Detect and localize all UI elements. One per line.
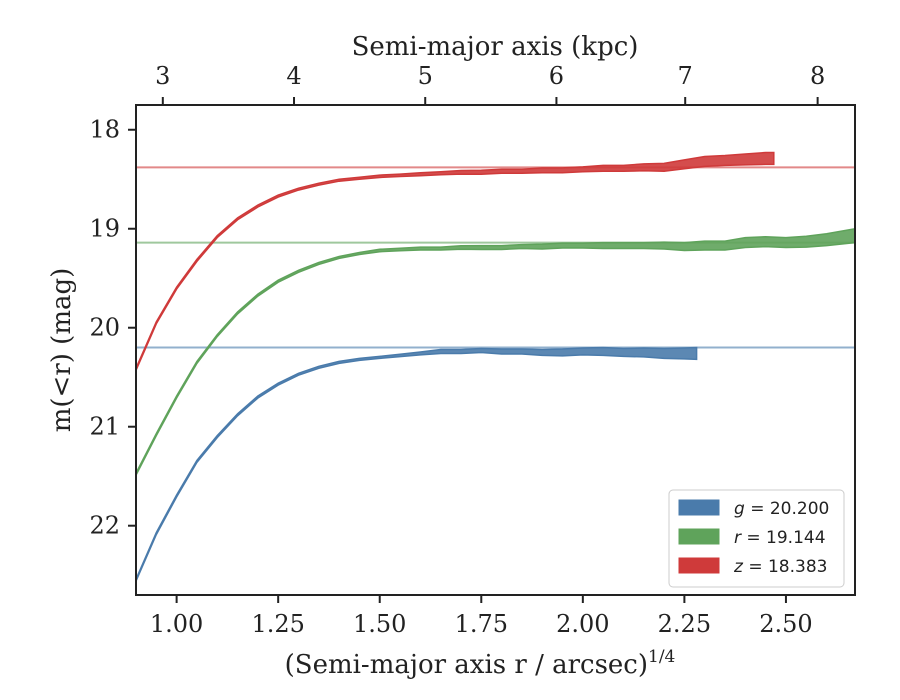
series-band-r	[136, 227, 855, 476]
legend-label-z: z = 18.383	[733, 557, 827, 577]
legend-swatch-r	[678, 528, 720, 545]
y-tick-label: 20	[89, 314, 120, 342]
series-band-g	[136, 346, 698, 582]
x-axis-title-exponent: 1/4	[648, 647, 675, 667]
top-tick-label: 7	[678, 62, 693, 90]
x-tick-label: 1.75	[455, 610, 508, 638]
x-axis-title: (Semi-major axis r / arcsec)1/4	[285, 647, 676, 680]
x-axis-title-text: (Semi-major axis r / arcsec)	[285, 650, 648, 680]
axis-ticks: 1.00 1.25 1.50 1.75 2.00 2.25 2.50 18 19 20 21 22 3 4…	[89, 62, 825, 638]
x-tick-label: 2.25	[658, 610, 711, 638]
x-tick-label: 2.50	[759, 610, 812, 638]
top-tick-label: 5	[418, 62, 433, 90]
top-tick-label: 6	[549, 62, 564, 90]
top-axis-title: Semi-major axis (kpc)	[352, 32, 639, 62]
y-tick-label: 21	[89, 413, 120, 441]
top-tick-label: 8	[810, 62, 825, 90]
y-tick-label: 22	[89, 512, 120, 540]
x-tick-label: 1.00	[150, 610, 203, 638]
plot-frame	[135, 104, 856, 596]
x-tick-label: 1.25	[251, 610, 304, 638]
series-band-z	[136, 151, 775, 371]
legend-label-g: g = 20.200	[734, 499, 829, 519]
legend-label-r: r = 19.144	[734, 528, 826, 548]
x-tick-label: 2.00	[556, 610, 609, 638]
y-tick-label: 18	[89, 116, 120, 144]
y-tick-label: 19	[89, 215, 120, 243]
top-tick-label: 4	[286, 62, 301, 90]
y-axis-title: m(<r) (mag)	[47, 268, 77, 433]
legend-swatch-g	[678, 499, 720, 516]
x-tick-label: 1.50	[353, 610, 406, 638]
legend-swatch-z	[678, 557, 720, 574]
top-tick-label: 3	[155, 62, 170, 90]
chart-marks	[136, 151, 855, 582]
legend: g = 20.200 r = 19.144 z = 18.383	[668, 489, 845, 588]
